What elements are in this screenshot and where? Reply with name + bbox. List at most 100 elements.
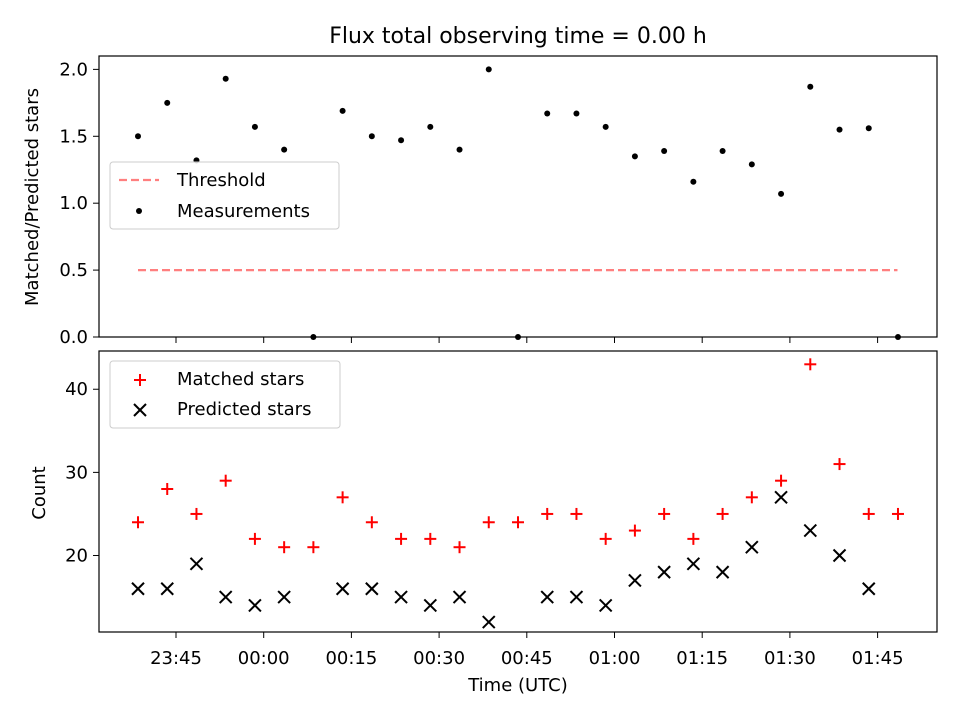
count-y-tick-label: 40 (65, 379, 88, 400)
count-x-label: Time (UTC) (467, 675, 568, 696)
measurement-point (251, 123, 258, 130)
ratio-y-tick-label: 2.0 (59, 59, 88, 80)
measurement-point (339, 107, 346, 114)
predicted-star-point (628, 573, 642, 588)
predicted-star-point (131, 582, 145, 596)
matched-star-point (541, 507, 554, 520)
ratio-y-axis: 0.0 0.5 1.0 1.5 2.0 (59, 59, 99, 348)
count-x-tick-label: 01:15 (676, 648, 728, 669)
predicted-star-point (657, 565, 671, 579)
measurement-point (807, 83, 814, 90)
count-x-axis: 23:45 00:00 00:15 00:30 00:45 01:00 01:15 01:30… (150, 632, 904, 669)
count-y-axis: 20 30 40 (65, 379, 99, 567)
predicted-legend-swatch (133, 403, 147, 417)
predicted-star-point (218, 590, 233, 604)
matched-star-point (278, 541, 291, 554)
measurement-point (398, 137, 405, 144)
matched-star-point (482, 516, 495, 529)
count-x-tick-label: 23:45 (150, 648, 202, 669)
measurements-legend-swatch (136, 208, 142, 214)
predicted-star-point (598, 598, 613, 613)
count-x-tick-label: 00:15 (325, 648, 377, 669)
matched-star-point (862, 507, 875, 520)
matched-legend-label: Matched stars (177, 369, 304, 390)
measurement-point (456, 146, 463, 153)
measurement-point (719, 148, 726, 155)
ratio-y-label: Matched/Predicted stars (22, 88, 43, 306)
measurement-point (164, 99, 171, 106)
predicted-star-point (862, 582, 876, 596)
predicted-star-point (745, 540, 759, 554)
predicted-legend-label: Predicted stars (177, 399, 311, 420)
threshold-legend-label: Threshold (176, 170, 266, 191)
ratio-axes-frame (98, 55, 938, 338)
measurement-point (222, 75, 229, 82)
ratio-y-tick-label: 0.0 (59, 327, 88, 348)
matched-star-point (745, 491, 758, 504)
count-plot-area (131, 358, 904, 629)
count-x-tick-label: 01:00 (589, 648, 641, 669)
ratio-y-tick-label: 1.0 (59, 193, 88, 214)
predicted-star-point (540, 590, 554, 604)
matched-star-point (395, 532, 408, 545)
count-x-tick-label: 00:00 (238, 648, 290, 669)
predicted-star-point (423, 598, 438, 613)
matched-star-point (570, 507, 583, 520)
predicted-star-point (452, 590, 467, 604)
predicted-star-point (832, 548, 847, 563)
ratio-y-tick-label: 1.5 (59, 126, 88, 147)
measurement-point (135, 133, 141, 140)
measurement-point (368, 133, 375, 140)
matched-star-point (658, 507, 671, 520)
ratio-legend-box (109, 161, 340, 230)
ratio-panel: Flux total observing time = 0.00 h 0.00.… (22, 24, 938, 348)
predicted-star-point (160, 582, 174, 596)
ratio-y-tick-label: 0.5 (59, 260, 88, 281)
count-axes-frame (98, 350, 938, 633)
measurement-point (661, 148, 668, 155)
matched-star-point (161, 483, 174, 496)
matched-star-point (190, 507, 203, 520)
matched-legend-swatch (134, 374, 146, 386)
matched-star-point (628, 524, 641, 537)
predicted-star-point (394, 590, 408, 604)
count-y-label: Count (29, 466, 50, 519)
matched-star-point (891, 507, 904, 520)
measurement-point (281, 146, 288, 153)
chart-title: Flux total observing time = 0.00 h (329, 24, 707, 49)
matched-star-point (424, 532, 437, 545)
matched-star-point (365, 516, 378, 529)
matched-star-point (248, 532, 261, 545)
count-x-tick-label: 01:30 (764, 648, 816, 669)
predicted-star-point (715, 565, 730, 579)
count-legend-box (109, 360, 341, 429)
measurement-point (690, 178, 697, 185)
count-x-tick-label: 00:30 (413, 648, 465, 669)
matched-star-point (132, 516, 144, 529)
measurements-legend-label: Measurements (177, 201, 310, 222)
measurement-point (631, 153, 638, 160)
matched-star-point (599, 532, 612, 545)
count-x-tick-label: 00:45 (501, 648, 553, 669)
matched-star-point (453, 541, 466, 554)
predicted-star-point (686, 557, 701, 571)
measurement-point (485, 66, 492, 73)
matched-star-point (336, 491, 349, 504)
measurement-point (544, 110, 551, 117)
count-x-tick-label: 01:45 (852, 648, 904, 669)
matched-star-point (804, 358, 817, 371)
count-legend: Matched stars Predicted stars (109, 360, 341, 429)
matched-star-point (775, 474, 788, 487)
ratio-x-ticks (175, 337, 879, 343)
count-y-tick-label: 30 (65, 462, 88, 483)
predicted-star-point (189, 557, 204, 571)
matched-star-point (219, 474, 232, 487)
matched-star-point (511, 516, 524, 529)
measurement-point (427, 123, 434, 130)
measurement-point (573, 110, 580, 117)
predicted-star-point (365, 582, 379, 596)
predicted-star-point (482, 615, 496, 629)
measurement-point (836, 126, 843, 133)
measurement-point (865, 125, 872, 132)
